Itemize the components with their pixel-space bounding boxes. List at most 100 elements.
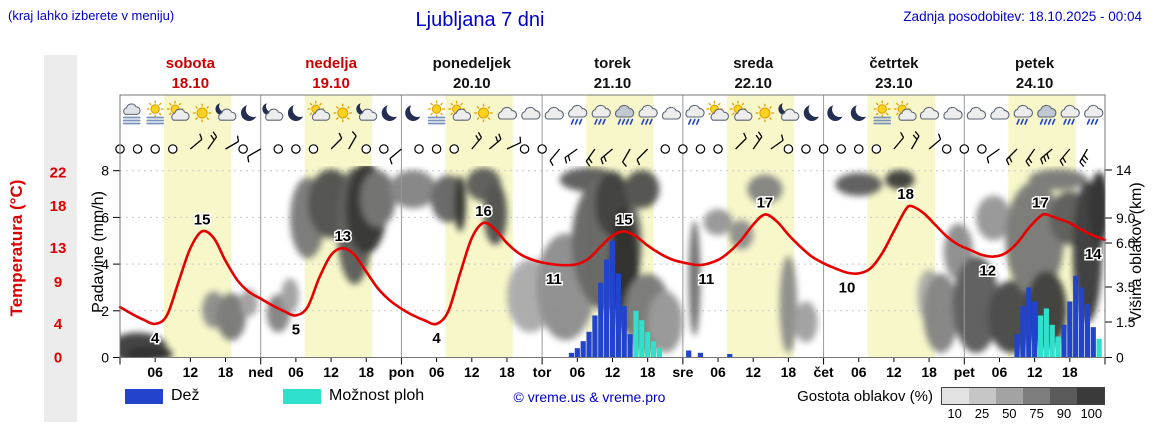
- precipitation-bars: [568, 240, 1102, 358]
- cloud-tick-label: 14: [1116, 162, 1132, 178]
- density-step: [1050, 388, 1077, 404]
- rain-bar: [592, 315, 598, 358]
- day-name: ponedeljek: [433, 55, 512, 72]
- cloud-tick-label: 3.5: [1116, 279, 1136, 295]
- cloud-blob: [454, 175, 466, 232]
- cloud-blob: [1028, 169, 1088, 191]
- weather-icon-cloud-moon: [262, 103, 284, 121]
- day-date: 19.10: [312, 75, 350, 92]
- wind-calm-circle: [238, 144, 248, 154]
- weather-icon-cloud-sun: [894, 100, 917, 121]
- weather-icon-heavy-rain: [615, 104, 635, 125]
- temp-value-label: 15: [616, 211, 633, 228]
- x-axis-label: 18: [499, 364, 515, 380]
- cloud-density-label: Gostota oblakov (%): [797, 388, 933, 405]
- precip-tick-label: 2: [101, 303, 109, 319]
- x-axis-label: 12: [886, 364, 902, 380]
- wind-barb: [986, 148, 1000, 164]
- day-date: 22.10: [734, 75, 772, 92]
- weather-icon-heavy-rain: [1037, 104, 1057, 125]
- density-step: [1023, 388, 1050, 404]
- weather-icon-cloud-sun: [706, 100, 729, 121]
- weather-icon-fog-sun: [146, 100, 165, 125]
- temp-tick-label: 13: [50, 240, 67, 257]
- wind-calm-circle: [519, 144, 530, 154]
- cloud-blob: [125, 346, 173, 358]
- temp-value-label: 5: [292, 321, 300, 338]
- precip-tick-label: 0: [101, 350, 109, 366]
- wind-calm-circle: [361, 144, 372, 154]
- showers-legend-swatch: [283, 389, 321, 404]
- weather-icon-rain: [1060, 104, 1080, 125]
- wind-calm-circle: [150, 144, 160, 154]
- rain-bar: [686, 350, 692, 358]
- wind-calm-circle: [941, 144, 952, 154]
- x-axis-label: 06: [710, 364, 726, 380]
- day-name: sobota: [166, 55, 216, 72]
- precip-tick-label: 8: [101, 163, 109, 179]
- weather-icon-cloud-moon: [215, 103, 237, 121]
- copyright-link[interactable]: © vreme.us & vreme.pro: [513, 389, 666, 405]
- weather-icon-rain: [685, 104, 705, 125]
- cloud-blob: [360, 170, 396, 227]
- wind-calm-circle: [167, 144, 178, 154]
- temp-value-label: 4: [432, 330, 441, 347]
- weather-icon-cloud: [990, 106, 1010, 120]
- day-name: torek: [594, 55, 631, 72]
- shower-bar: [1096, 338, 1102, 358]
- day-date: 24.10: [1016, 75, 1054, 92]
- weather-icon-moon: [803, 105, 820, 121]
- wind-calm-circle: [449, 144, 459, 154]
- weather-icon-rain: [568, 104, 588, 125]
- wind-calm-circle: [836, 144, 846, 154]
- rain-bar: [1014, 334, 1020, 358]
- temp-value-label: 12: [979, 263, 996, 280]
- wind-barb: [1025, 148, 1036, 167]
- temp-value-label: 11: [698, 271, 714, 288]
- wind-calm-circle: [853, 144, 864, 154]
- wind-calm-circle: [678, 144, 688, 154]
- weather-icon-moon: [287, 105, 304, 121]
- weather-icon-sun: [192, 103, 212, 123]
- wind-barb: [330, 132, 343, 150]
- x-axis-label: 18: [358, 364, 374, 380]
- weather-icon-sun: [333, 103, 352, 123]
- wind-calm-circle: [660, 144, 671, 154]
- weather-icon-fog: [122, 103, 141, 125]
- x-axis-label: 18: [218, 364, 234, 380]
- day-boundaries: [260, 95, 965, 358]
- shower-bar: [645, 331, 651, 358]
- temperature-labels: 4 15 5 13 4 16 11 15 11 17 10 18 12 17 14: [150, 185, 1104, 349]
- weather-icon-cloud-sun: [729, 100, 753, 121]
- wind-calm-circle: [132, 144, 143, 154]
- wind-barb: [600, 148, 613, 165]
- wind-barb: [622, 148, 631, 168]
- weather-icon-rain: [591, 104, 611, 125]
- temperature-axis-strip: [44, 55, 77, 422]
- cloud-blob: [923, 273, 959, 353]
- last-update-text: Zadnja posodobitev: 18.10.2025 - 00:04: [903, 9, 1142, 24]
- weather-icon-cloud-sun: [166, 100, 190, 121]
- weather-icon-sun: [474, 103, 493, 123]
- density-step-label: 100: [1080, 406, 1103, 421]
- wind-barb: [910, 130, 920, 150]
- wind-calm-circle: [977, 144, 987, 154]
- rain-bar: [1090, 327, 1096, 358]
- cloud-tick-label: 9.0: [1116, 210, 1136, 226]
- showers-legend-label: Možnost ploh: [329, 387, 425, 404]
- day-date: 23.10: [875, 75, 913, 92]
- weather-icon-moon: [405, 105, 422, 121]
- wind-calm-circle: [414, 144, 424, 154]
- temp-value-label: 11: [546, 271, 562, 288]
- precip-tick-label: 4: [101, 256, 109, 272]
- weather-icon-cloud-moon: [778, 103, 800, 121]
- cloud-blob: [647, 291, 683, 353]
- axes-layer: 06 12 18 ned 06 12 18 pon 06 12 18 tor 06 12 18 sre 06 12…: [50, 162, 1136, 380]
- cloud-tick-label: 6.0: [1116, 235, 1136, 251]
- rain-bar: [598, 282, 604, 358]
- x-axis-label: 06: [570, 364, 586, 380]
- rain-bar: [1061, 324, 1067, 358]
- wind-barb: [506, 136, 522, 150]
- temp-tick-label: 22: [50, 164, 67, 181]
